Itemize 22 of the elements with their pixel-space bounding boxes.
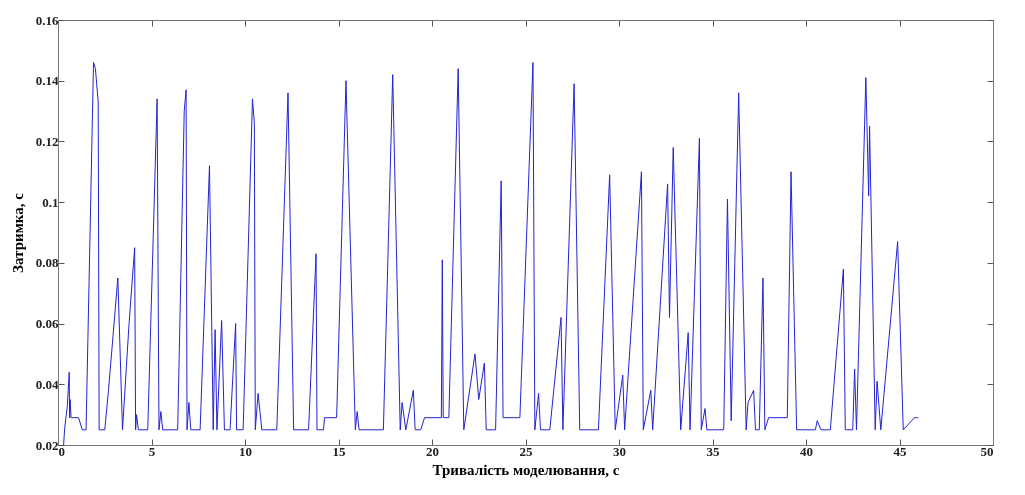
y-tick-label: 0.08: [35, 255, 59, 271]
y-tick-label: 0.06: [35, 316, 59, 332]
x-tick-label: 10: [239, 443, 252, 459]
x-tick-label: 5: [148, 443, 156, 459]
x-axis-title: Тривалість моделювання, с: [432, 461, 620, 478]
y-tick-label: 0.14: [35, 73, 59, 89]
x-tick-label: 15: [332, 443, 346, 459]
y-axis-title: Затримка, с: [9, 192, 26, 273]
y-tick-label: 0.1: [42, 194, 59, 210]
line-series: [63, 62, 919, 445]
x-tick-label: 45: [893, 443, 907, 459]
x-tick-label: 50: [980, 443, 994, 459]
y-tick-label: 0.04: [35, 376, 59, 392]
x-tick-label: 35: [706, 443, 720, 459]
x-tick-label: 25: [519, 443, 533, 459]
x-tick-label: 30: [613, 443, 626, 459]
y-tick-label: 0.16: [35, 12, 59, 28]
y-tick-label: 0.12: [35, 133, 59, 149]
x-tick-label: 0: [58, 443, 65, 459]
x-tick-label: 40: [800, 443, 813, 459]
x-tick-label: 20: [426, 443, 439, 459]
y-tick-label: 0.02: [35, 437, 59, 453]
